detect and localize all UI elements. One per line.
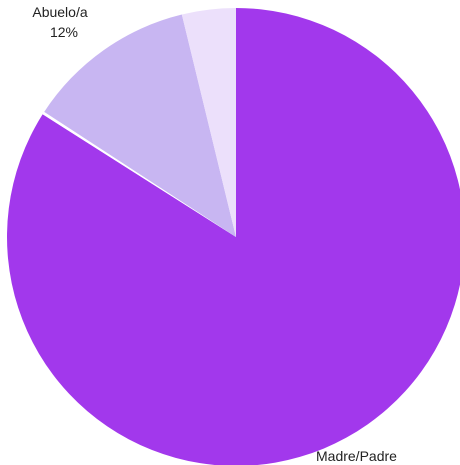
slice-label-abuelo-percent: 12% [50,24,78,40]
slice-label-madre-padre-name: Madre/Padre [316,448,397,464]
pie-slices [7,8,460,465]
label-abuelo: Abuelo/a 12% [32,4,87,40]
pie-slice-unlabeled-3 [181,8,236,237]
pie-slice-madre-padre [7,8,460,465]
slice-label-abuelo-name: Abuelo/a [32,4,87,20]
pie-slice-unlabeled-1 [42,111,237,237]
pie-slice-abuelo-a [44,14,237,237]
label-madre-padre: Madre/Padre [316,448,397,464]
